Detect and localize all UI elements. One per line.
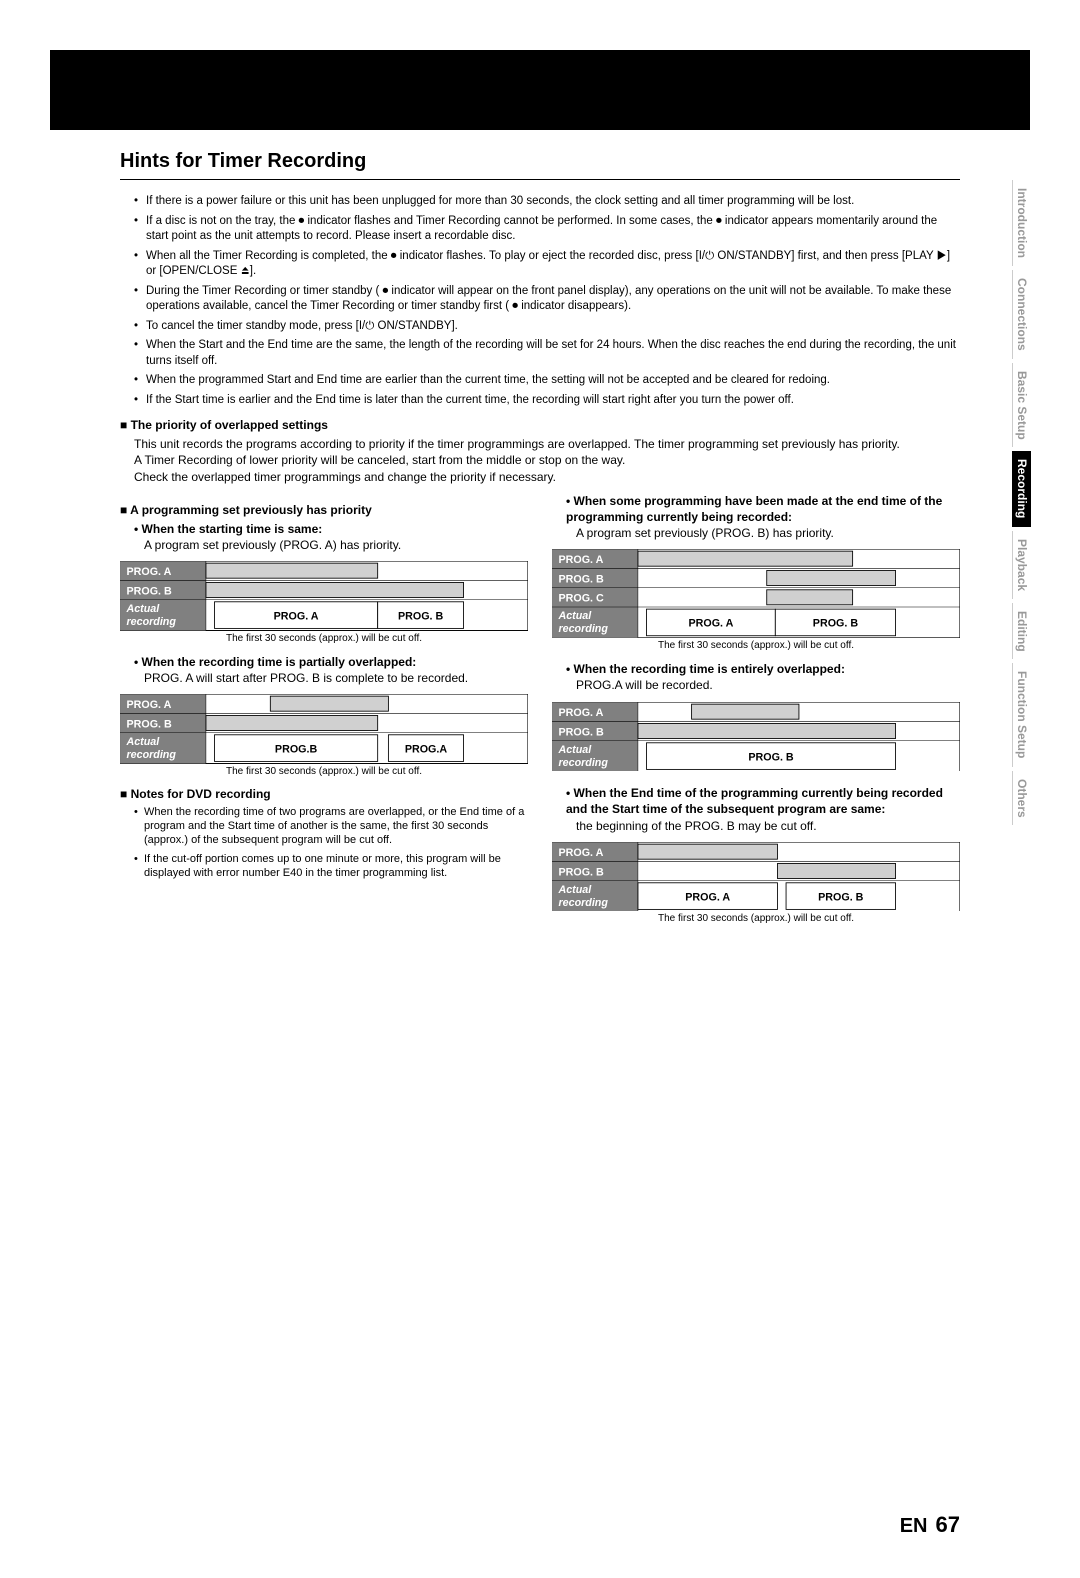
section-title: Hints for Timer Recording [120,150,960,180]
svg-text:PROG. A: PROG. A [126,699,171,711]
svg-text:PROG. B: PROG. B [126,718,172,730]
svg-text:PROG. A: PROG. A [558,554,603,566]
hints-list: If there is a power failure or this unit… [134,194,960,408]
svg-text:Actual: Actual [557,884,592,896]
chart1-caption: The first 30 seconds (approx.) will be c… [120,633,528,644]
side-tab-playback[interactable]: Playback [1012,531,1031,599]
side-tab-recording[interactable]: Recording [1012,451,1031,526]
notes-heading: Notes for DVD recording [120,787,528,801]
svg-text:recording: recording [558,623,608,635]
chart-3: PROG. A PROG. B Actualrecording PROG.B PROG.… [120,694,528,764]
svg-text:PROG.B: PROG.B [275,743,318,755]
hint-item: If there is a power failure or this unit… [134,194,960,210]
chart-5: PROG. A PROG. B Actualrecording PROG. A PROG… [552,842,960,912]
priority-text-1: This unit records the programs according… [134,436,960,452]
note-2: If the cut-off portion comes up to one m… [134,852,528,881]
svg-text:PROG. B: PROG. B [748,751,794,763]
svg-text:recording: recording [126,749,176,761]
svg-text:PROG. B: PROG. B [558,866,604,878]
side-tab-basic-setup[interactable]: Basic Setup [1012,363,1031,448]
right-sub2-text: PROG.A will be recorded. [576,677,960,693]
left-sub2: • When the recording time is partially o… [134,654,528,670]
svg-text:PROG. A: PROG. A [688,618,733,630]
svg-text:PROG. A: PROG. A [274,611,319,623]
side-tab-editing[interactable]: Editing [1012,603,1031,660]
left-sub1-text: A program set previously (PROG. A) has p… [144,537,528,553]
svg-text:PROG. A: PROG. A [558,847,603,859]
notes-list: When the recording time of two programs … [134,805,528,880]
hint-item: When the programmed Start and End time a… [134,373,960,389]
svg-text:recording: recording [558,756,608,768]
section-tabs: Introduction Connections Basic Setup Record… [1012,180,1032,829]
svg-text:PROG. B: PROG. B [558,726,604,738]
right-column: • When some programming have been made a… [552,493,960,925]
svg-text:PROG. B: PROG. B [126,585,172,597]
left-sub1: • When the starting time is same: [134,521,528,537]
hint-item: During the Timer Recording or timer stan… [134,284,960,315]
svg-text:recording: recording [126,616,176,628]
hint-item: When the Start and the End time are the … [134,338,960,369]
chart5-caption: The first 30 seconds (approx.) will be c… [552,913,960,924]
page-no: 67 [936,1512,960,1537]
side-tab-function-setup[interactable]: Function Setup [1012,663,1031,766]
hint-item: If a disc is not on the tray, the ⏺ indi… [134,214,960,245]
hint-item: To cancel the timer standby mode, press … [134,319,960,335]
chart-1: PROG. A PROG. B Actualrecording PROG. A PROG… [120,561,528,631]
svg-text:PROG. B: PROG. B [813,618,859,630]
svg-text:Actual: Actual [557,743,592,755]
page-number: EN 67 [900,1512,960,1538]
svg-text:PROG.A: PROG.A [405,743,448,755]
side-tab-others[interactable]: Others [1012,771,1031,826]
right-sub3-text: the beginning of the PROG. B may be cut … [576,818,960,834]
svg-text:PROG. A: PROG. A [126,566,171,578]
svg-text:recording: recording [558,896,608,908]
svg-text:PROG. A: PROG. A [558,707,603,719]
svg-text:PROG. C: PROG. C [558,593,604,605]
right-sub1: • When some programming have been made a… [566,493,960,525]
right-sub1-text: A program set previously (PROG. B) has p… [576,525,960,541]
svg-text:PROG. B: PROG. B [818,891,864,903]
svg-text:Actual: Actual [125,736,160,748]
header-banner [50,50,1030,130]
page-lang: EN [900,1515,928,1537]
svg-text:Actual: Actual [557,611,592,623]
chart2-caption: The first 30 seconds (approx.) will be c… [552,640,960,651]
chart-4: PROG. A PROG. B Actualrecording PROG. B [552,702,960,772]
hint-item: When all the Timer Recording is complete… [134,249,960,280]
left-sub2-text: PROG. A will start after PROG. B is comp… [144,670,528,686]
svg-text:PROG. A: PROG. A [685,891,730,903]
side-tab-connections[interactable]: Connections [1012,270,1031,359]
svg-text:PROG. B: PROG. B [558,574,604,586]
side-tab-introduction[interactable]: Introduction [1012,180,1031,266]
priority-text-3: Check the overlapped timer programmings … [134,469,960,485]
priority-text-2: A Timer Recording of lower priority will… [134,452,960,468]
svg-text:PROG. B: PROG. B [398,611,444,623]
right-sub3: • When the End time of the programming c… [566,785,960,817]
left-column: A programming set previously has priorit… [120,493,528,925]
hint-item: If the Start time is earlier and the End… [134,393,960,409]
svg-text:Actual: Actual [125,603,160,615]
page-content: Hints for Timer Recording If there is a … [0,130,1080,944]
left-h1: A programming set previously has priorit… [120,503,528,517]
chart3-caption: The first 30 seconds (approx.) will be c… [120,766,528,777]
right-sub2: • When the recording time is entirely ov… [566,661,960,677]
priority-heading: The priority of overlapped settings [120,418,960,432]
note-1: When the recording time of two programs … [134,805,528,848]
chart-2: PROG. A PROG. B PROG. C Actualrecording PROG… [552,549,960,638]
